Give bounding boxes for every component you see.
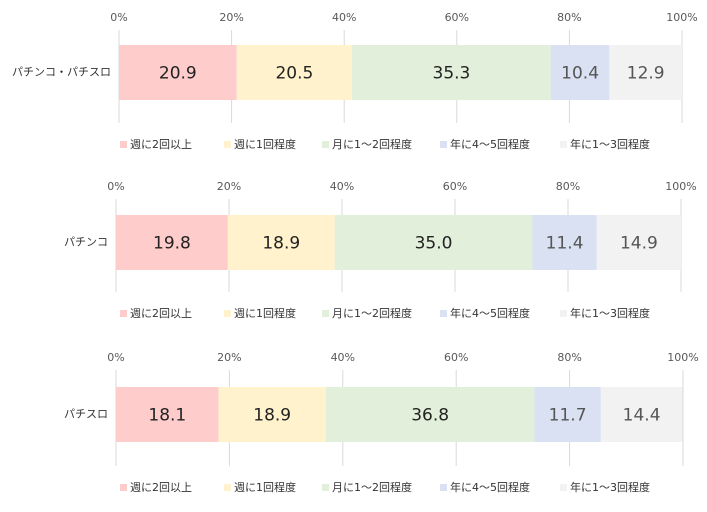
legend-label: 年に1～3回程度 (570, 306, 650, 320)
x-tick-label: 100% (665, 180, 696, 193)
x-tick-label: 80% (556, 180, 580, 193)
legend-label: 年に1～3回程度 (570, 480, 650, 494)
x-tick-label: 80% (557, 11, 581, 24)
bar-segment (532, 215, 597, 270)
legend-label: 週に1回程度 (234, 480, 296, 494)
bar-segment (609, 45, 682, 100)
x-tick-label: 40% (332, 11, 356, 24)
data-label: 19.8 (153, 234, 191, 254)
bar-segment (550, 45, 610, 100)
legend-swatch (560, 310, 567, 317)
x-tick-label: 20% (217, 351, 241, 364)
x-tick-label: 40% (331, 351, 355, 364)
legend-label: 週に2回以上 (130, 307, 192, 320)
legend-swatch (120, 484, 127, 491)
legend-swatch (224, 484, 231, 491)
legend-swatch (224, 141, 231, 148)
data-label: 12.9 (627, 64, 665, 84)
legend-label: 年に4～5回程度 (450, 137, 530, 151)
bar-segment (236, 45, 353, 100)
legend-label: 年に1～3回程度 (570, 137, 650, 151)
data-label: 18.1 (148, 406, 186, 426)
data-label: 14.4 (623, 406, 661, 426)
legend-swatch (322, 484, 329, 491)
x-tick-label: 60% (443, 180, 467, 193)
x-tick-label: 60% (445, 11, 469, 24)
data-label: 35.0 (415, 234, 453, 254)
data-label: 20.5 (275, 64, 313, 84)
data-label: 11.4 (546, 234, 584, 254)
x-tick-label: 20% (217, 180, 241, 193)
bar-segment (600, 387, 683, 442)
legend-label: 週に1回程度 (234, 137, 296, 151)
legend-swatch (440, 310, 447, 317)
legend-label: 年に4～5回程度 (450, 480, 530, 494)
bar-segment (325, 387, 535, 442)
legend-label: 月に1～2回程度 (332, 137, 412, 151)
data-label: 10.4 (561, 64, 599, 84)
data-label: 18.9 (262, 234, 300, 254)
legend-label: 週に2回以上 (130, 481, 192, 494)
category-label: パチンコ (64, 236, 108, 249)
legend-label: 週に1回程度 (234, 306, 296, 320)
bar-segment (116, 215, 228, 270)
bar-segment (334, 215, 533, 270)
data-label: 11.7 (549, 406, 587, 426)
x-tick-label: 100% (666, 11, 697, 24)
x-tick-label: 80% (557, 351, 581, 364)
x-tick-label: 20% (219, 11, 243, 24)
x-tick-label: 0% (107, 351, 124, 364)
category-label: パチンコ・パチスロ (12, 66, 111, 79)
legend-label: 年に4～5回程度 (450, 306, 530, 320)
bar-segment (218, 387, 326, 442)
legend-swatch (440, 484, 447, 491)
legend-swatch (440, 141, 447, 148)
x-tick-label: 40% (330, 180, 354, 193)
x-tick-label: 60% (444, 351, 468, 364)
data-label: 35.3 (433, 64, 471, 84)
data-label: 20.9 (159, 64, 197, 84)
legend-swatch (224, 310, 231, 317)
x-tick-label: 0% (110, 11, 127, 24)
legend-swatch (322, 310, 329, 317)
legend-swatch (560, 141, 567, 148)
data-label: 36.8 (411, 406, 449, 426)
bar-segment (116, 387, 219, 442)
chart-panel-1: 0% 20% 40% 60% 80% 100% パチンコ 19.8 18.9 35.0 11.4 14… (64, 180, 697, 320)
bar-segment (596, 215, 681, 270)
legend-label: 月に1～2回程度 (332, 480, 412, 494)
legend-swatch (120, 310, 127, 317)
x-tick-label: 0% (107, 180, 124, 193)
legend-swatch (120, 141, 127, 148)
chart-panel-0: 0% 20% 40% 60% 80% 100% パチンコ・パチスロ 20.9 20.5 35.3 1… (12, 11, 698, 151)
category-label: パチスロ (64, 408, 108, 421)
data-label: 14.9 (620, 234, 658, 254)
legend-label: 月に1～2回程度 (332, 306, 412, 320)
bar-segment (227, 215, 335, 270)
x-tick-label: 100% (667, 351, 698, 364)
bar-segment (352, 45, 551, 100)
legend-swatch (322, 141, 329, 148)
bar-segment (119, 45, 237, 100)
data-label: 18.9 (253, 406, 291, 426)
bar-segment (534, 387, 601, 442)
legend-label: 週に2回以上 (130, 138, 192, 151)
legend-swatch (560, 484, 567, 491)
chart-panel-2: 0% 20% 40% 60% 80% 100% パチスロ 18.1 18.9 36.8 11.7 14… (64, 351, 699, 494)
